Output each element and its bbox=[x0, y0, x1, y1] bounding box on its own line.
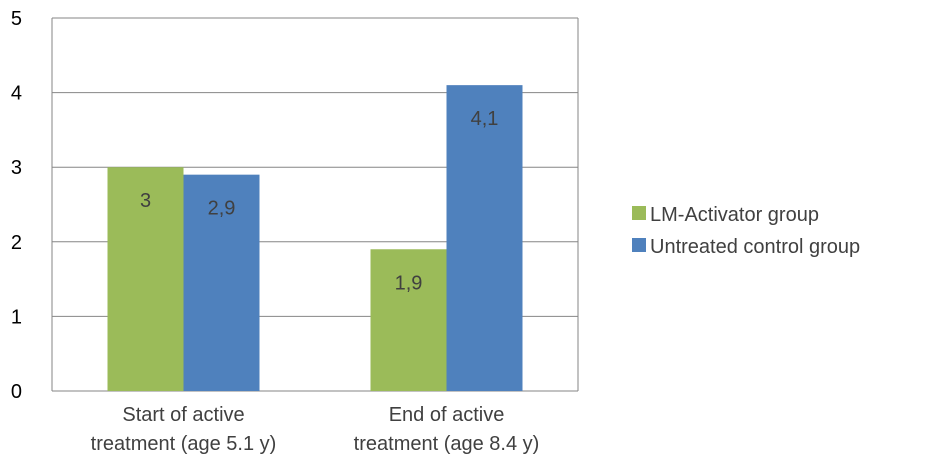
legend-entry: Untreated control group bbox=[650, 236, 860, 258]
data-label: 2,9 bbox=[208, 198, 236, 220]
y-tick-label: 3 bbox=[11, 157, 22, 179]
bars bbox=[107, 85, 523, 391]
y-tick-label: 2 bbox=[11, 232, 22, 254]
y-tick-label: 4 bbox=[11, 83, 22, 105]
legend: LM-Activator group Untreated control grou… bbox=[632, 204, 860, 258]
legend-entry: LM-Activator group bbox=[650, 204, 819, 226]
bar-lm-activator-2 bbox=[370, 249, 447, 391]
legend-swatch bbox=[632, 238, 646, 252]
bar-untreated-control-2 bbox=[446, 85, 523, 391]
y-axis-tick-labels: 0 1 2 3 4 5 bbox=[11, 8, 22, 403]
data-label: 1,9 bbox=[395, 272, 423, 294]
x-category-label: Start of active bbox=[122, 404, 244, 426]
bar-lm-activator-1 bbox=[107, 167, 184, 391]
x-category-label: treatment (age 8.4 y) bbox=[354, 433, 540, 455]
data-label: 4,1 bbox=[471, 108, 499, 130]
data-labels: 3 2,9 1,9 4,1 bbox=[140, 108, 498, 294]
x-axis-category-labels: Start of active treatment (age 5.1 y) End … bbox=[91, 404, 540, 455]
data-label: 3 bbox=[140, 190, 151, 212]
y-tick-label: 5 bbox=[11, 8, 22, 30]
legend-swatch bbox=[632, 206, 646, 220]
x-category-label: treatment (age 5.1 y) bbox=[91, 433, 277, 455]
bar-untreated-control-1 bbox=[183, 174, 260, 391]
y-tick-label: 1 bbox=[11, 306, 22, 328]
x-category-label: End of active bbox=[389, 404, 505, 426]
y-tick-label: 0 bbox=[11, 381, 22, 403]
